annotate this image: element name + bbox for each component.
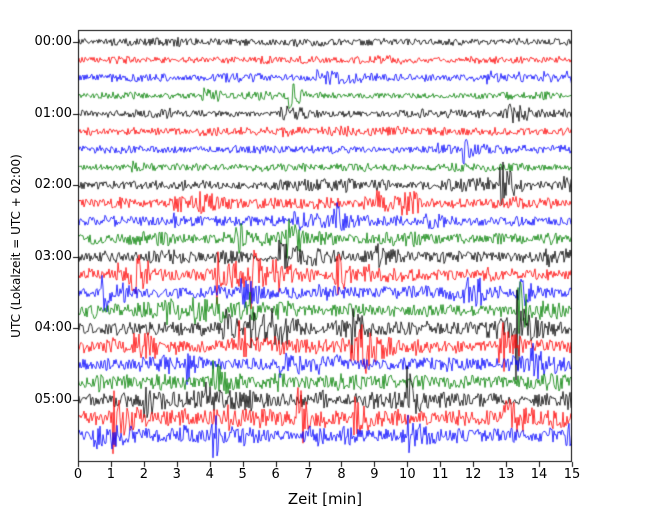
- x-tick-label: 2: [139, 467, 148, 482]
- x-tick-label: 1: [106, 467, 116, 482]
- x-tick-label: 4: [205, 467, 214, 482]
- x-tick-label: 14: [530, 467, 548, 482]
- x-tick-label: 7: [304, 467, 313, 482]
- y-tick-label: 04:00: [34, 320, 72, 336]
- y-tick-label: 05:00: [34, 392, 72, 407]
- x-tick-label: 12: [464, 467, 482, 482]
- y-tick-label: 03:00: [34, 248, 72, 264]
- x-axis-title: Zeit [min]: [287, 490, 363, 508]
- x-tick-label: 9: [370, 467, 379, 482]
- x-tick-label: 0: [73, 467, 83, 482]
- x-tick-label: 3: [172, 467, 181, 482]
- x-tick-label: 5: [238, 467, 247, 482]
- x-tick-label: 8: [337, 467, 346, 482]
- y-tick-label: 01:00: [34, 105, 72, 121]
- x-tick-label: 6: [271, 467, 280, 482]
- x-tick-label: 15: [563, 467, 581, 482]
- x-tick-label: 13: [497, 467, 515, 482]
- y-tick-label: 02:00: [34, 177, 72, 193]
- y-tick-label: 00:00: [34, 34, 72, 49]
- x-tick-label: 11: [431, 467, 449, 482]
- x-tick-label: 10: [399, 467, 416, 482]
